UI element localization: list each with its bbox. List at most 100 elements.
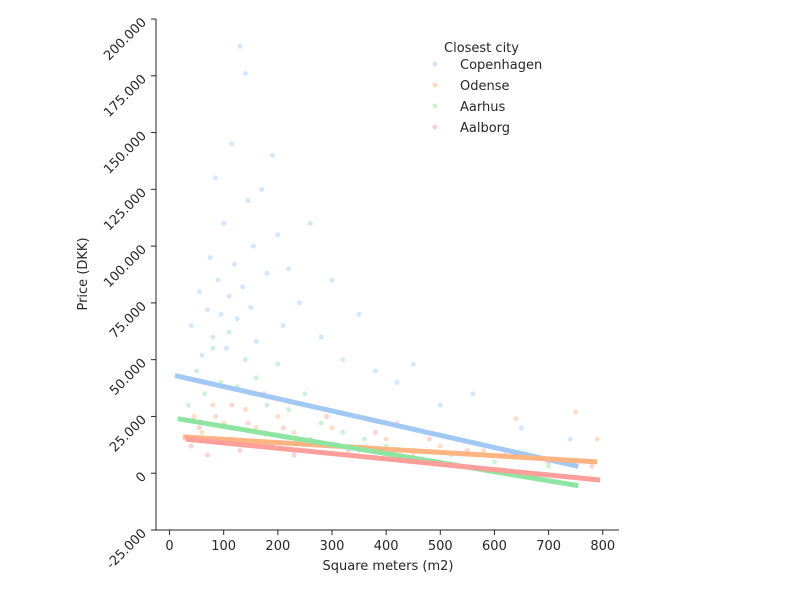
point-odense [275,413,281,419]
legend-label-aarhus: Aarhus [460,100,505,115]
x-tick-label: 200 [265,539,290,554]
point-aarhus [202,391,208,397]
y-axis-label: Price (DKK) [76,237,91,310]
points-layer [185,43,600,469]
point-copenhagen [229,141,235,147]
point-copenhagen [275,232,281,238]
point-odense [513,416,519,422]
point-copenhagen [269,152,275,158]
point-odense [383,436,389,442]
x-tick-label: 0 [165,539,173,554]
point-copenhagen [199,352,205,358]
legend-label-odense: Odense [460,79,510,94]
y-tick-label: 175.000 [101,72,150,121]
point-copenhagen [213,175,219,181]
point-copenhagen [470,391,476,397]
point-copenhagen [356,311,362,317]
point-odense [481,448,487,454]
point-aarhus [302,391,308,397]
point-odense [191,413,197,419]
point-copenhagen [210,334,216,340]
trend-line-copenhagen [174,373,579,469]
point-odense [573,409,579,415]
point-aarhus [226,329,232,335]
point-copenhagen [410,361,416,367]
y-tick-label: 100.000 [101,242,150,291]
legend-title: Closest city [444,41,519,56]
x-tick-label: 100 [211,539,236,554]
point-aarhus [491,459,497,465]
legend: Closest city Copenhagen Odense Aarhus Aalbo… [432,41,542,136]
y-tick-label: 50.000 [107,356,150,399]
point-copenhagen [248,304,254,310]
point-copenhagen [204,307,210,313]
point-aalborg [245,420,251,426]
point-aarhus [185,402,191,408]
point-aalborg [237,448,243,454]
point-aarhus [210,345,216,351]
point-copenhagen [223,345,229,351]
point-copenhagen [226,293,232,299]
point-odense [199,429,205,435]
point-aarhus [340,429,346,435]
x-axis-label: Square meters (m2) [323,559,454,574]
point-copenhagen [372,368,378,374]
point-copenhagen [340,357,346,363]
point-odense [242,407,248,413]
point-copenhagen [519,425,525,431]
point-copenhagen [307,220,313,226]
point-copenhagen [259,186,265,192]
y-tick-label: 25.000 [107,413,150,456]
y-tick-label: 150.000 [101,129,150,178]
legend-label-copenhagen: Copenhagen [460,58,542,73]
x-tick-label: 600 [482,539,507,554]
point-aalborg [589,463,595,469]
point-copenhagen [188,323,194,329]
legend-marker-odense [432,82,438,88]
point-aarhus [286,407,292,413]
point-aarhus [546,463,552,469]
x-ticks: 0 100 200 300 400 500 600 700 800 [165,530,615,554]
legend-marker-aarhus [432,103,438,109]
point-aalborg [213,413,219,419]
point-copenhagen [264,270,270,276]
point-aalborg [196,425,202,431]
point-copenhagen [318,334,324,340]
x-tick-label: 400 [374,539,399,554]
point-odense [437,443,443,449]
x-tick-label: 300 [320,539,345,554]
x-tick-label: 700 [536,539,561,554]
point-copenhagen [286,266,292,272]
legend-marker-aalborg [432,124,438,130]
y-tick-label: 200.000 [101,15,150,64]
point-copenhagen [221,220,227,226]
point-aarhus [275,361,281,367]
point-copenhagen [297,300,303,306]
point-aalborg [291,452,297,458]
point-copenhagen [567,436,573,442]
y-tick-label: -25.000 [104,526,150,572]
point-copenhagen [196,289,202,295]
point-aalborg [280,425,286,431]
trend-line-aarhus [177,416,579,489]
point-aalborg [204,452,210,458]
point-copenhagen [237,43,243,49]
legend-entries: Copenhagen Odense Aarhus Aalborg [432,58,542,136]
axes-layer [155,19,619,531]
point-odense [329,425,335,431]
point-aalborg [229,402,235,408]
point-copenhagen [207,254,213,260]
point-copenhagen [245,198,251,204]
point-aarhus [194,368,200,374]
point-copenhagen [215,277,221,283]
point-copenhagen [250,243,256,249]
point-aalborg [372,429,378,435]
legend-label-aalborg: Aalborg [460,121,510,136]
point-aalborg [324,413,330,419]
legend-marker-copenhagen [432,61,438,67]
trend-line-aalborg [185,436,601,483]
y-ticks: -25.000 0 25.000 50.000 75.000 100.000 125.000… [101,15,156,572]
point-aarhus [242,357,248,363]
point-copenhagen [329,277,335,283]
